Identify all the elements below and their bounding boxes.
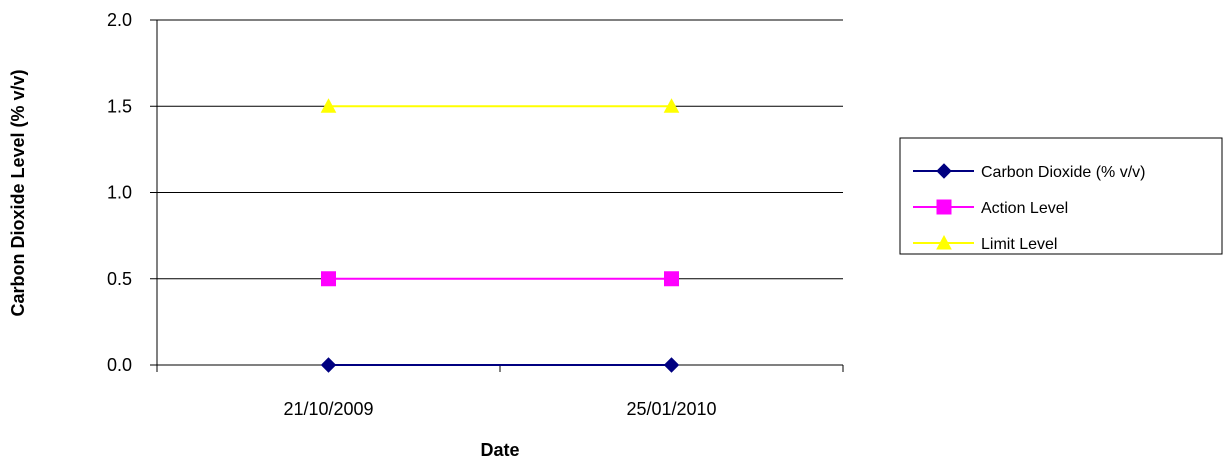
series-0 (320, 357, 680, 373)
data-point (320, 357, 337, 373)
y-tick-label: 1.5 (107, 96, 132, 116)
legend-swatch-marker (936, 234, 952, 250)
data-point (321, 271, 336, 287)
axes (150, 19, 844, 372)
gridlines (157, 19, 843, 280)
x-tick-label: 25/01/2010 (626, 399, 716, 419)
y-tick-label: 0.5 (107, 269, 132, 289)
data-point (663, 98, 680, 113)
y-tick-labels: 0.0 0.5 1.0 1.5 2.0 (107, 10, 132, 375)
series-group (320, 98, 680, 373)
legend-label: Limit Level (981, 236, 1057, 253)
x-tick-labels: 21/10/2009 25/01/2010 (283, 399, 716, 419)
data-point (320, 98, 337, 113)
y-tick-label: 2.0 (107, 10, 132, 30)
y-axis-title: Carbon Dioxide Level (% v/v) (8, 69, 28, 316)
legend-label: Action Level (981, 200, 1068, 217)
data-point (663, 357, 680, 373)
legend: Carbon Dioxide (% v/v) Action Level Limit … (899, 137, 1223, 255)
legend-label: Carbon Dioxide (% v/v) (981, 164, 1146, 181)
legend-box (899, 137, 1223, 255)
series-2 (320, 98, 680, 113)
legend-swatch-marker (936, 163, 952, 179)
series-1 (321, 271, 679, 287)
y-tick-label: 1.0 (107, 183, 132, 203)
y-tick-label: 0.0 (107, 355, 132, 375)
data-point (664, 271, 679, 287)
legend-swatch-marker (936, 199, 952, 215)
x-tick-label: 21/10/2009 (283, 399, 373, 419)
x-axis-title: Date (480, 440, 519, 460)
